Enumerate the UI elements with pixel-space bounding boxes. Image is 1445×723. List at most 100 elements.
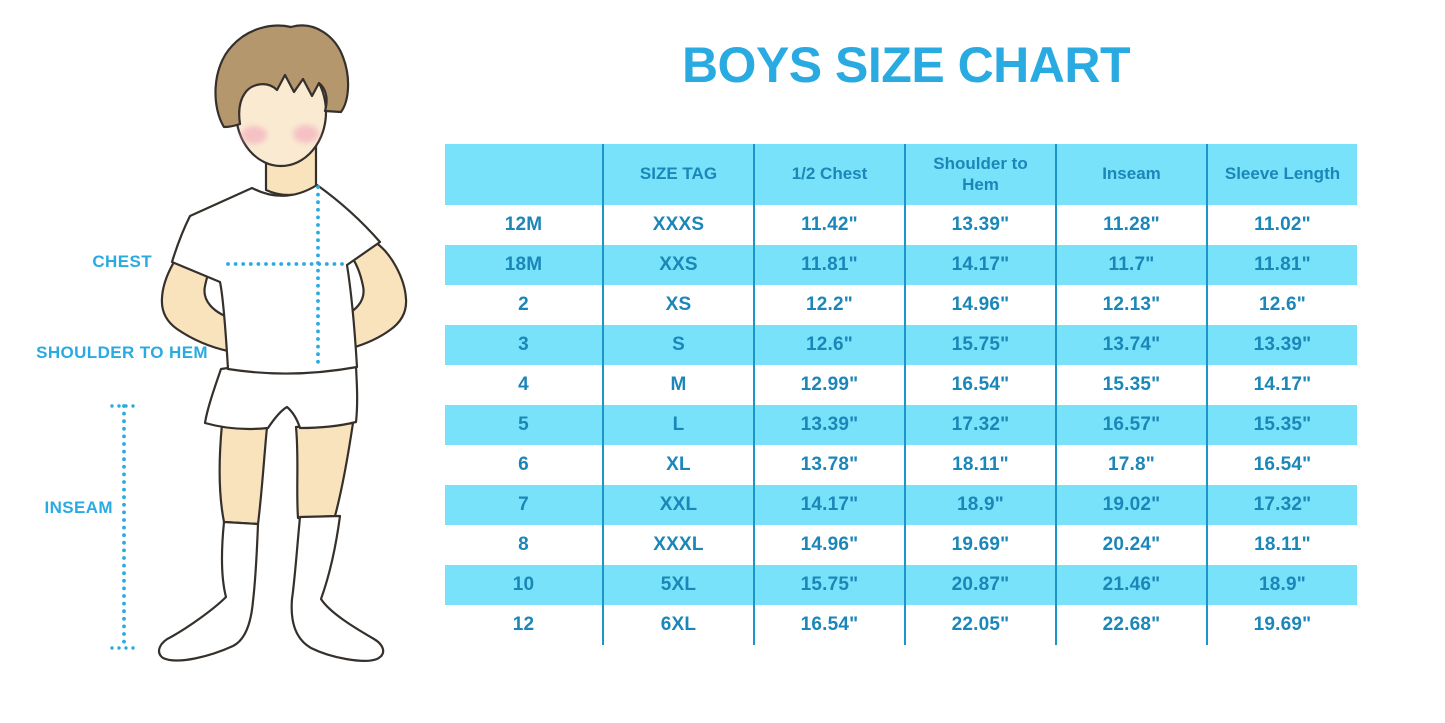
table-cell: M — [602, 365, 753, 405]
shorts — [203, 365, 359, 431]
t-shirt — [170, 183, 382, 375]
size-cell: 5 — [518, 414, 529, 435]
measurement-guide-lines — [110, 185, 347, 650]
table-header-row: SIZE TAG 1/2 Chest Shoulder to Hem Inseam Sl… — [445, 144, 1357, 205]
hair — [214, 24, 350, 129]
size-cell: 2 — [518, 294, 529, 315]
table-cell: 16.54" — [904, 365, 1055, 405]
table-row: 6 XL 13.78" 18.11" 17.8" 16.54" — [445, 445, 1357, 485]
table-row: 3 S 12.6" 15.75" 13.74" 13.39" — [445, 325, 1357, 365]
table-row: 2 XS 12.2" 14.96" 12.13" 12.6" — [445, 285, 1357, 325]
table-cell: 19.69" — [904, 525, 1055, 565]
header-cell: SIZE TAG — [602, 144, 753, 205]
size-cell: 18M — [504, 254, 543, 275]
table-cell: 18.9" — [1206, 565, 1357, 605]
table-cell: S — [602, 325, 753, 365]
table-cell: 6XL — [602, 605, 753, 645]
size-cell: 6 — [518, 454, 529, 475]
header-cell: Shoulder to Hem — [904, 144, 1055, 205]
table-cell: 12.6" — [1206, 285, 1357, 325]
table-cell: 17.8" — [1055, 445, 1206, 485]
table-cell: 16.57" — [1055, 405, 1206, 445]
chest-measurement-label: CHEST — [92, 252, 152, 271]
table-cell: XXS — [602, 245, 753, 285]
boy-head — [214, 24, 350, 197]
table-row: 12M XXXS 11.42" 13.39" 11.28" 11.02" — [445, 205, 1357, 245]
table-row: 5 L 13.39" 17.32" 16.57" 15.35" — [445, 405, 1357, 445]
table-cell: 15.75" — [753, 565, 904, 605]
table-cell: 21.46" — [1055, 565, 1206, 605]
table-row: 10 5XL 15.75" 20.87" 21.46" 18.9" — [445, 565, 1357, 605]
table-cell: 11.28" — [1055, 205, 1206, 245]
table-cell: 12.99" — [753, 365, 904, 405]
table-cell: 15.35" — [1055, 365, 1206, 405]
table-cell: 22.68" — [1055, 605, 1206, 645]
table-cell: 18.11" — [1206, 525, 1357, 565]
table-row: 4 M 12.99" 16.54" 15.35" 14.17" — [445, 365, 1357, 405]
size-cell: 4 — [518, 374, 529, 395]
size-cell: 8 — [518, 534, 529, 555]
table-cell: 16.54" — [753, 605, 904, 645]
table-cell: 14.17" — [904, 245, 1055, 285]
inseam-measurement-label: INSEAM — [44, 498, 113, 517]
table-cell: 16.54" — [1206, 445, 1357, 485]
table-cell: 11.81" — [753, 245, 904, 285]
boy-figure-illustration — [110, 24, 408, 662]
boy-legs — [218, 421, 355, 526]
header-cell — [445, 144, 602, 205]
table-cell: 19.02" — [1055, 485, 1206, 525]
size-table: SIZE TAG 1/2 Chest Shoulder to Hem Inseam Sl… — [445, 144, 1357, 645]
table-cell: 5XL — [602, 565, 753, 605]
table-cell: 15.35" — [1206, 405, 1357, 445]
table-cell: 12.6" — [753, 325, 904, 365]
table-row: 12 6XL 16.54" 22.05" 22.68" 19.69" — [445, 605, 1357, 645]
table-cell: 13.78" — [753, 445, 904, 485]
table-cell: 14.96" — [904, 285, 1055, 325]
table-row: 18M XXS 11.81" 14.17" 11.7" 11.81" — [445, 245, 1357, 285]
table-row: 8 XXXL 14.96" 19.69" 20.24" 18.11" — [445, 525, 1357, 565]
table-cell: 11.81" — [1206, 245, 1357, 285]
table-cell: 14.17" — [753, 485, 904, 525]
table-cell: XS — [602, 285, 753, 325]
table-cell: 11.02" — [1206, 205, 1357, 245]
table-cell: 13.74" — [1055, 325, 1206, 365]
table-cell: L — [602, 405, 753, 445]
right-cheek-blush — [293, 125, 319, 143]
page-title: BOYS SIZE CHART — [681, 37, 1131, 93]
size-cell: 10 — [512, 574, 535, 595]
table-row: 7 XXL 14.17" 18.9" 19.02" 17.32" — [445, 485, 1357, 525]
table-cell: XXL — [602, 485, 753, 525]
table-cell: XL — [602, 445, 753, 485]
header-cell: Inseam — [1055, 144, 1206, 205]
table-cell: 20.87" — [904, 565, 1055, 605]
table-cell: 12.2" — [753, 285, 904, 325]
table-cell: 13.39" — [753, 405, 904, 445]
knee-socks — [158, 514, 385, 662]
table-cell: 14.96" — [753, 525, 904, 565]
table-cell: 17.32" — [1206, 485, 1357, 525]
table-cell: 18.11" — [904, 445, 1055, 485]
table-cell: XXXS — [602, 205, 753, 245]
table-cell: 19.69" — [1206, 605, 1357, 645]
table-cell: 17.32" — [904, 405, 1055, 445]
table-cell: 14.17" — [1206, 365, 1357, 405]
table-cell: 20.24" — [1055, 525, 1206, 565]
size-cell: 3 — [518, 334, 529, 355]
table-cell: 13.39" — [904, 205, 1055, 245]
size-cell: 12 — [512, 614, 535, 635]
left-cheek-blush — [241, 126, 267, 144]
shoulder-to-hem-measurement-label: SHOULDER TO HEM — [36, 343, 208, 362]
table-cell: 11.42" — [753, 205, 904, 245]
table-cell: 15.75" — [904, 325, 1055, 365]
table-cell: 13.39" — [1206, 325, 1357, 365]
table-cell: 22.05" — [904, 605, 1055, 645]
size-cell: 7 — [518, 494, 529, 515]
header-cell: Sleeve Length — [1206, 144, 1357, 205]
header-cell: 1/2 Chest — [753, 144, 904, 205]
table-cell: 18.9" — [904, 485, 1055, 525]
table-cell: 11.7" — [1055, 245, 1206, 285]
table-cell: 12.13" — [1055, 285, 1206, 325]
size-cell: 12M — [504, 214, 543, 235]
table-cell: XXXL — [602, 525, 753, 565]
